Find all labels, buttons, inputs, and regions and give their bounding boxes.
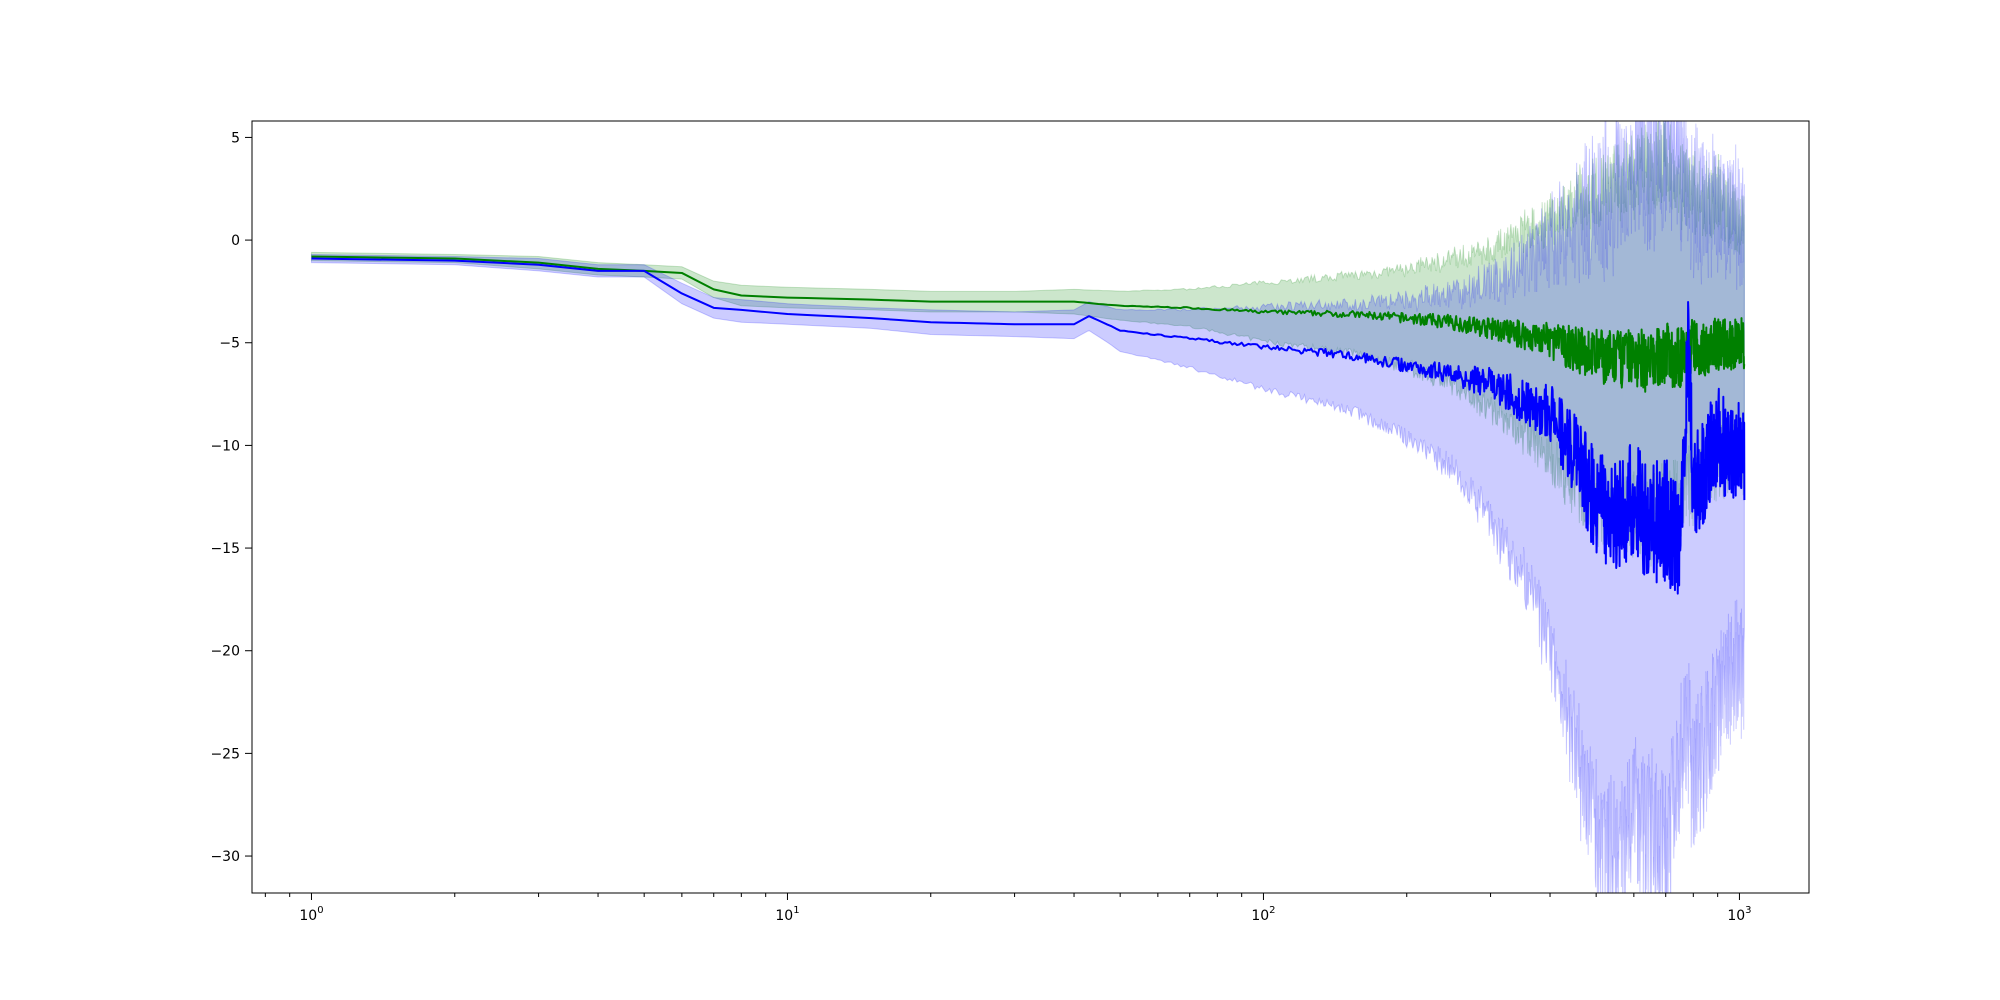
x-tick-label: 100 [299, 905, 323, 924]
x-axis: 100 101 102 103 [264, 893, 1752, 924]
y-tick-label: −10 [210, 438, 240, 454]
y-tick-label: −20 [210, 644, 240, 660]
x-tick-label: 102 [1251, 905, 1275, 924]
y-tick-label: −15 [210, 541, 240, 557]
y-tick-label: −30 [210, 849, 240, 865]
y-tick-label: −25 [210, 746, 240, 762]
y-tick-label: 5 [231, 130, 240, 146]
x-tick-label: 101 [775, 905, 799, 924]
series-lines [311, 255, 1746, 595]
axes-frame [251, 120, 1810, 894]
y-axis: 5 0 −5 −10 −15 −20 −25 −30 [210, 130, 252, 865]
plot-area [310, 121, 1746, 893]
x-tick-label: 103 [1727, 905, 1751, 924]
series-line-1 [311, 255, 1746, 393]
series-line-2 [311, 257, 1746, 595]
y-tick-label: −5 [219, 336, 240, 352]
y-tick-label: 0 [231, 233, 240, 249]
